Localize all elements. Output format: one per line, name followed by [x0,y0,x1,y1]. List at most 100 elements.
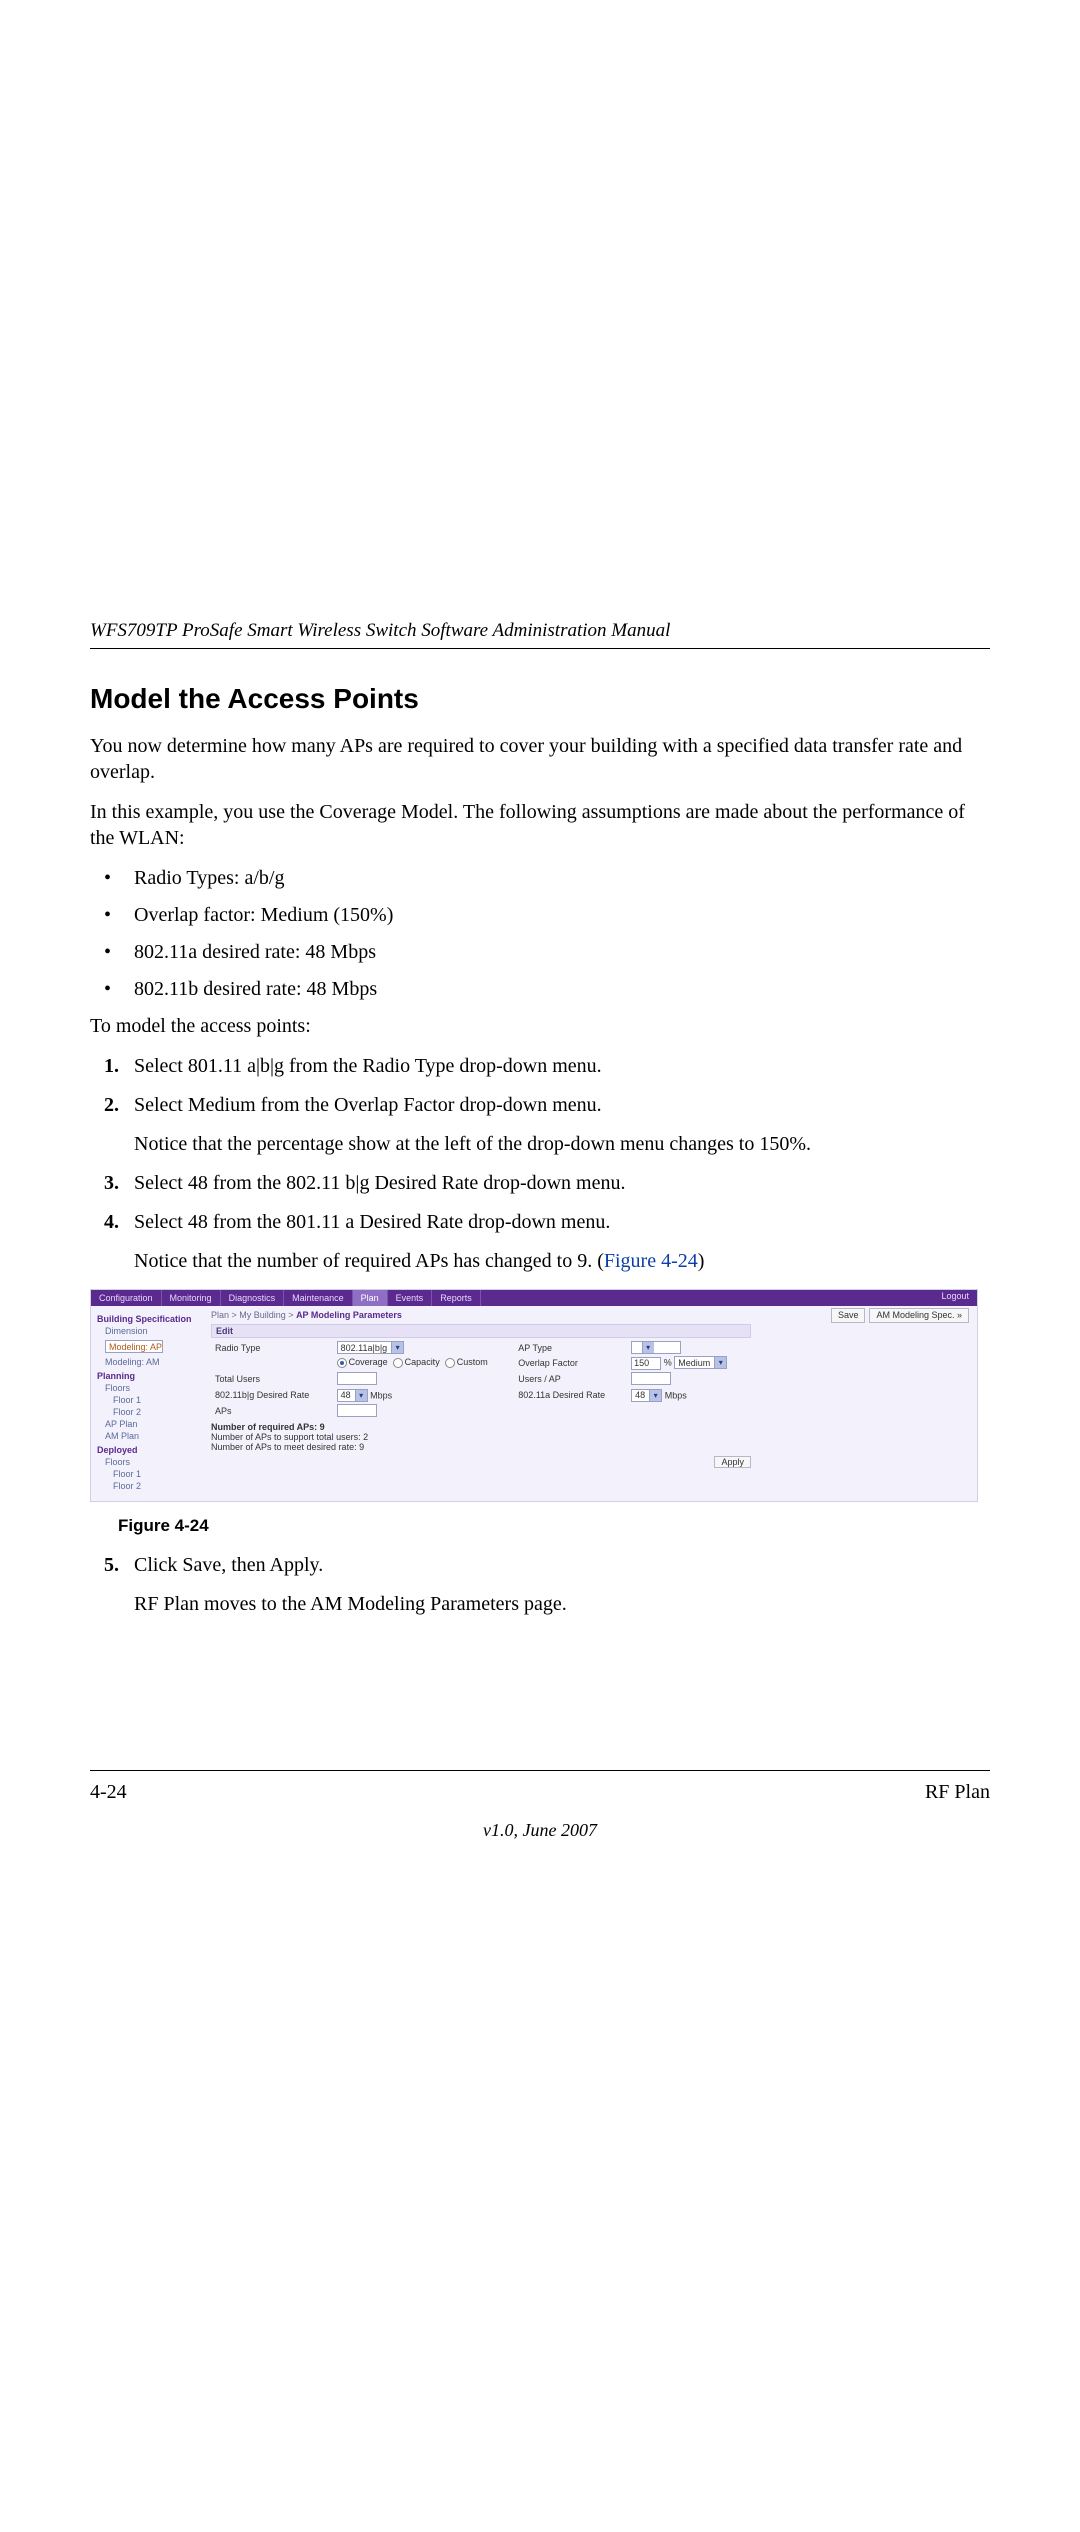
list-item: Radio Types: a/b/g [104,865,990,892]
content-pane: Save AM Modeling Spec. » Plan > My Build… [203,1306,977,1501]
label-pct: % [664,1358,672,1368]
rate-a-select[interactable]: 48 ▾ [631,1389,662,1402]
overlap-pct-input[interactable]: 150 [631,1357,661,1370]
list-item: 802.11b desired rate: 48 Mbps [104,976,990,1003]
tab-monitoring[interactable]: Monitoring [162,1290,221,1306]
sidebar-group-planning: Planning [97,1371,197,1381]
step-note: RF Plan moves to the AM Modeling Paramet… [134,1591,990,1618]
tab-diagnostics[interactable]: Diagnostics [221,1290,285,1306]
sidebar-group-deployed: Deployed [97,1445,197,1455]
sidebar-item-deployed-floors[interactable]: Floors [105,1457,197,1467]
step-2: Select Medium from the Overlap Factor dr… [104,1092,990,1158]
step-note: Notice that the percentage show at the l… [134,1131,990,1158]
radio-type-value: 802.11a|b|g [341,1343,388,1353]
intro-para-1: You now determine how many APs are requi… [90,733,990,785]
note-text-b: ) [698,1250,705,1272]
tab-plan[interactable]: Plan [353,1290,388,1306]
sidebar-item-deployed-floor2[interactable]: Floor 2 [113,1481,197,1491]
ui-screenshot: Configuration Monitoring Diagnostics Mai… [90,1289,978,1502]
aps-input[interactable] [337,1404,377,1417]
overlap-level-select[interactable]: Medium ▾ [674,1356,727,1369]
running-header: WFS709TP ProSafe Smart Wireless Switch S… [90,620,990,649]
rate-a-value: 48 [635,1390,645,1400]
steps-list-cont: Click Save, then Apply. RF Plan moves to… [104,1552,990,1618]
step-text: Select 48 from the 801.11 a Desired Rate… [134,1211,610,1233]
list-item: Overlap factor: Medium (150%) [104,902,990,929]
sidebar-item-am-plan[interactable]: AM Plan [105,1431,197,1441]
custom-radio[interactable] [445,1358,455,1368]
label-custom: Custom [457,1357,488,1367]
total-users-input[interactable] [337,1372,377,1385]
label-coverage: Coverage [349,1357,388,1367]
list-item: 802.11a desired rate: 48 Mbps [104,939,990,966]
coverage-radio[interactable] [337,1358,347,1368]
stats-line3: Number of APs to meet desired rate: 9 [211,1442,969,1452]
figure-4-24: Configuration Monitoring Diagnostics Mai… [90,1289,990,1502]
label-mbps: Mbps [370,1390,392,1400]
tab-reports[interactable]: Reports [432,1290,481,1306]
sidebar-item-floor2[interactable]: Floor 2 [113,1407,197,1417]
chevron-down-icon: ▾ [355,1390,367,1401]
chevron-down-icon: ▾ [642,1342,654,1353]
sidebar-group-spec: Building Specification [97,1314,197,1324]
figure-caption: Figure 4-24 [118,1516,990,1536]
rate-bg-value: 48 [341,1390,351,1400]
save-button[interactable]: Save [831,1308,866,1323]
step-5: Click Save, then Apply. RF Plan moves to… [104,1552,990,1618]
label-radio-type: Radio Type [211,1340,333,1355]
capacity-radio[interactable] [393,1358,403,1368]
sidebar-item-modeling-am[interactable]: Modeling: AM [105,1357,197,1367]
label-aps: APs [211,1403,333,1420]
logout-link[interactable]: Logout [933,1290,977,1306]
tab-events[interactable]: Events [388,1290,433,1306]
intro-para-2: In this example, you use the Coverage Mo… [90,799,990,851]
radio-type-select[interactable]: 802.11a|b|g▾ [337,1341,405,1354]
overlap-level-value: Medium [678,1358,710,1368]
label-mbps: Mbps [665,1390,687,1400]
sidebar-item-dimension[interactable]: Dimension [105,1326,197,1336]
chevron-down-icon: ▾ [649,1390,661,1401]
footer-page-num: 4-24 [90,1781,127,1804]
sidebar-item-floors[interactable]: Floors [105,1383,197,1393]
sidebar-item-ap-plan[interactable]: AP Plan [105,1419,197,1429]
sidebar-item-modeling-ap[interactable]: Modeling: AP [105,1340,163,1353]
breadcrumb-current: AP Modeling Parameters [296,1310,402,1320]
label-rate-bg: 802.11b|g Desired Rate [211,1388,333,1403]
stats-block: Number of required APs: 9 Number of APs … [211,1422,969,1452]
tab-bar: Configuration Monitoring Diagnostics Mai… [91,1290,977,1306]
label-users-ap: Users / AP [514,1371,627,1388]
label-rate-a: 802.11a Desired Rate [514,1388,627,1403]
tab-maintenance[interactable]: Maintenance [284,1290,353,1306]
sidebar-item-deployed-floor1[interactable]: Floor 1 [113,1469,197,1479]
stats-line2: Number of APs to support total users: 2 [211,1432,969,1442]
step-text: Select 48 from the 802.11 b|g Desired Ra… [134,1172,625,1194]
rate-bg-select[interactable]: 48 ▾ [337,1389,368,1402]
footer-version: v1.0, June 2007 [90,1820,990,1841]
label-ap-type: AP Type [514,1340,627,1355]
footer-section: RF Plan [925,1781,990,1804]
am-modeling-spec-button[interactable]: AM Modeling Spec. » [869,1308,969,1323]
section-title: Model the Access Points [90,683,990,715]
form-table: Radio Type 802.11a|b|g▾ AP Type ▾ Covera… [211,1340,751,1420]
label-total-users: Total Users [211,1371,333,1388]
assumptions-list: Radio Types: a/b/g Overlap factor: Mediu… [104,865,990,1003]
steps-leadin: To model the access points: [90,1013,990,1039]
ap-type-select[interactable]: ▾ [631,1341,681,1354]
panel-header-edit: Edit [211,1324,751,1338]
step-4: Select 48 from the 801.11 a Desired Rate… [104,1209,990,1275]
chevron-down-icon: ▾ [391,1342,403,1353]
step-1: Select 801.11 a|b|g from the Radio Type … [104,1053,990,1080]
step-text: Click Save, then Apply. [134,1554,323,1576]
steps-list: Select 801.11 a|b|g from the Radio Type … [104,1053,990,1275]
step-3: Select 48 from the 802.11 b|g Desired Ra… [104,1170,990,1197]
figure-link[interactable]: Figure 4-24 [604,1250,698,1272]
step-text: Select Medium from the Overlap Factor dr… [134,1094,602,1116]
note-text-a: Notice that the number of required APs h… [134,1250,604,1272]
sidebar-item-floor1[interactable]: Floor 1 [113,1395,197,1405]
tab-configuration[interactable]: Configuration [91,1290,162,1306]
label-overlap: Overlap Factor [514,1355,627,1371]
chevron-down-icon: ▾ [714,1357,726,1368]
apply-button[interactable]: Apply [714,1456,751,1468]
page-footer: 4-24 RF Plan v1.0, June 2007 [90,1770,990,1841]
users-ap-input[interactable] [631,1372,671,1385]
